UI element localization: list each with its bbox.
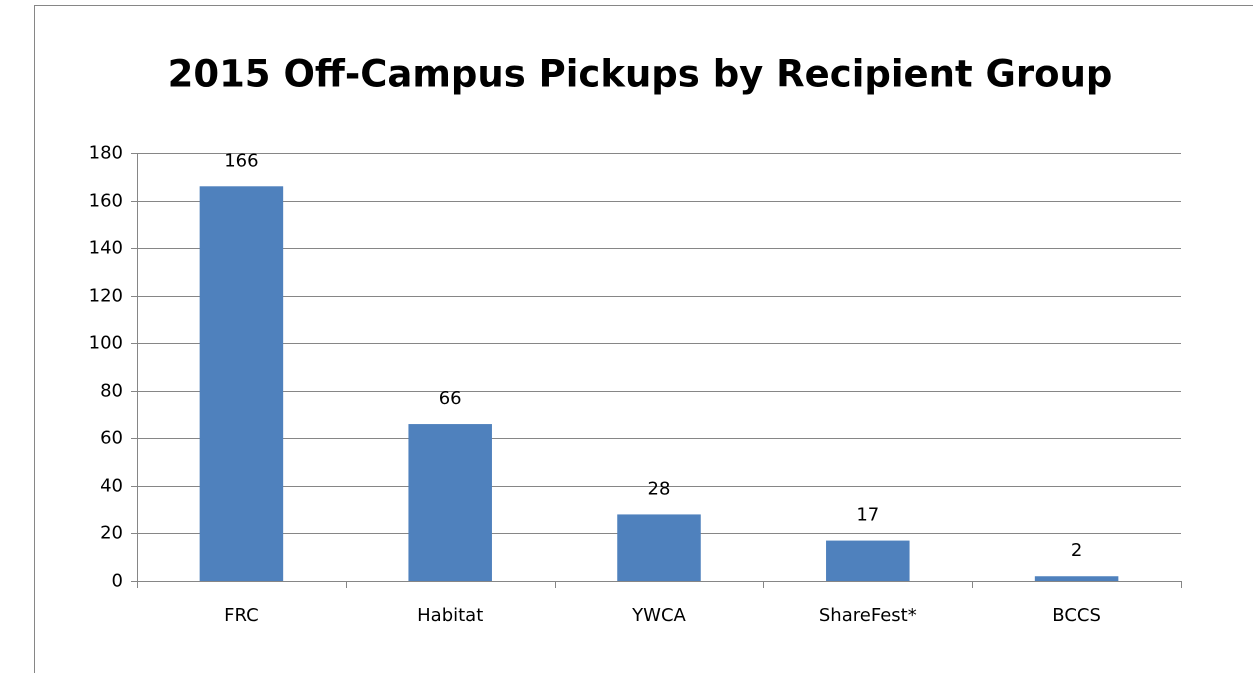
x-tick-label: BCCS (1052, 605, 1101, 626)
y-tick-label: 120 (89, 286, 123, 307)
data-label: 166 (224, 150, 258, 171)
y-tick-label: 160 (89, 191, 123, 212)
bar (826, 540, 910, 581)
y-tick-label: 80 (100, 381, 123, 402)
bar (1034, 576, 1119, 581)
bar (617, 514, 701, 581)
data-label: 66 (439, 388, 462, 409)
y-tick-label: 140 (89, 238, 123, 259)
x-tick-label: FRC (224, 605, 259, 626)
y-tick-label: 0 (112, 571, 123, 592)
y-tick-label: 40 (100, 476, 123, 497)
bar (408, 424, 492, 581)
x-tick-label: YWCA (631, 605, 686, 626)
y-tick-label: 100 (89, 333, 123, 354)
x-tick-label: ShareFest* (819, 605, 917, 626)
y-tick-label: 60 (100, 428, 123, 449)
data-label: 28 (648, 478, 671, 499)
chart-title: 2015 Off-Campus Pickups by Recipient Gro… (168, 53, 1113, 96)
y-tick-label: 180 (89, 143, 123, 164)
x-tick-label: Habitat (417, 605, 483, 626)
data-label: 17 (856, 505, 879, 526)
bar (199, 186, 284, 582)
data-label: 2 (1071, 540, 1082, 561)
y-tick-label: 20 (100, 523, 123, 544)
